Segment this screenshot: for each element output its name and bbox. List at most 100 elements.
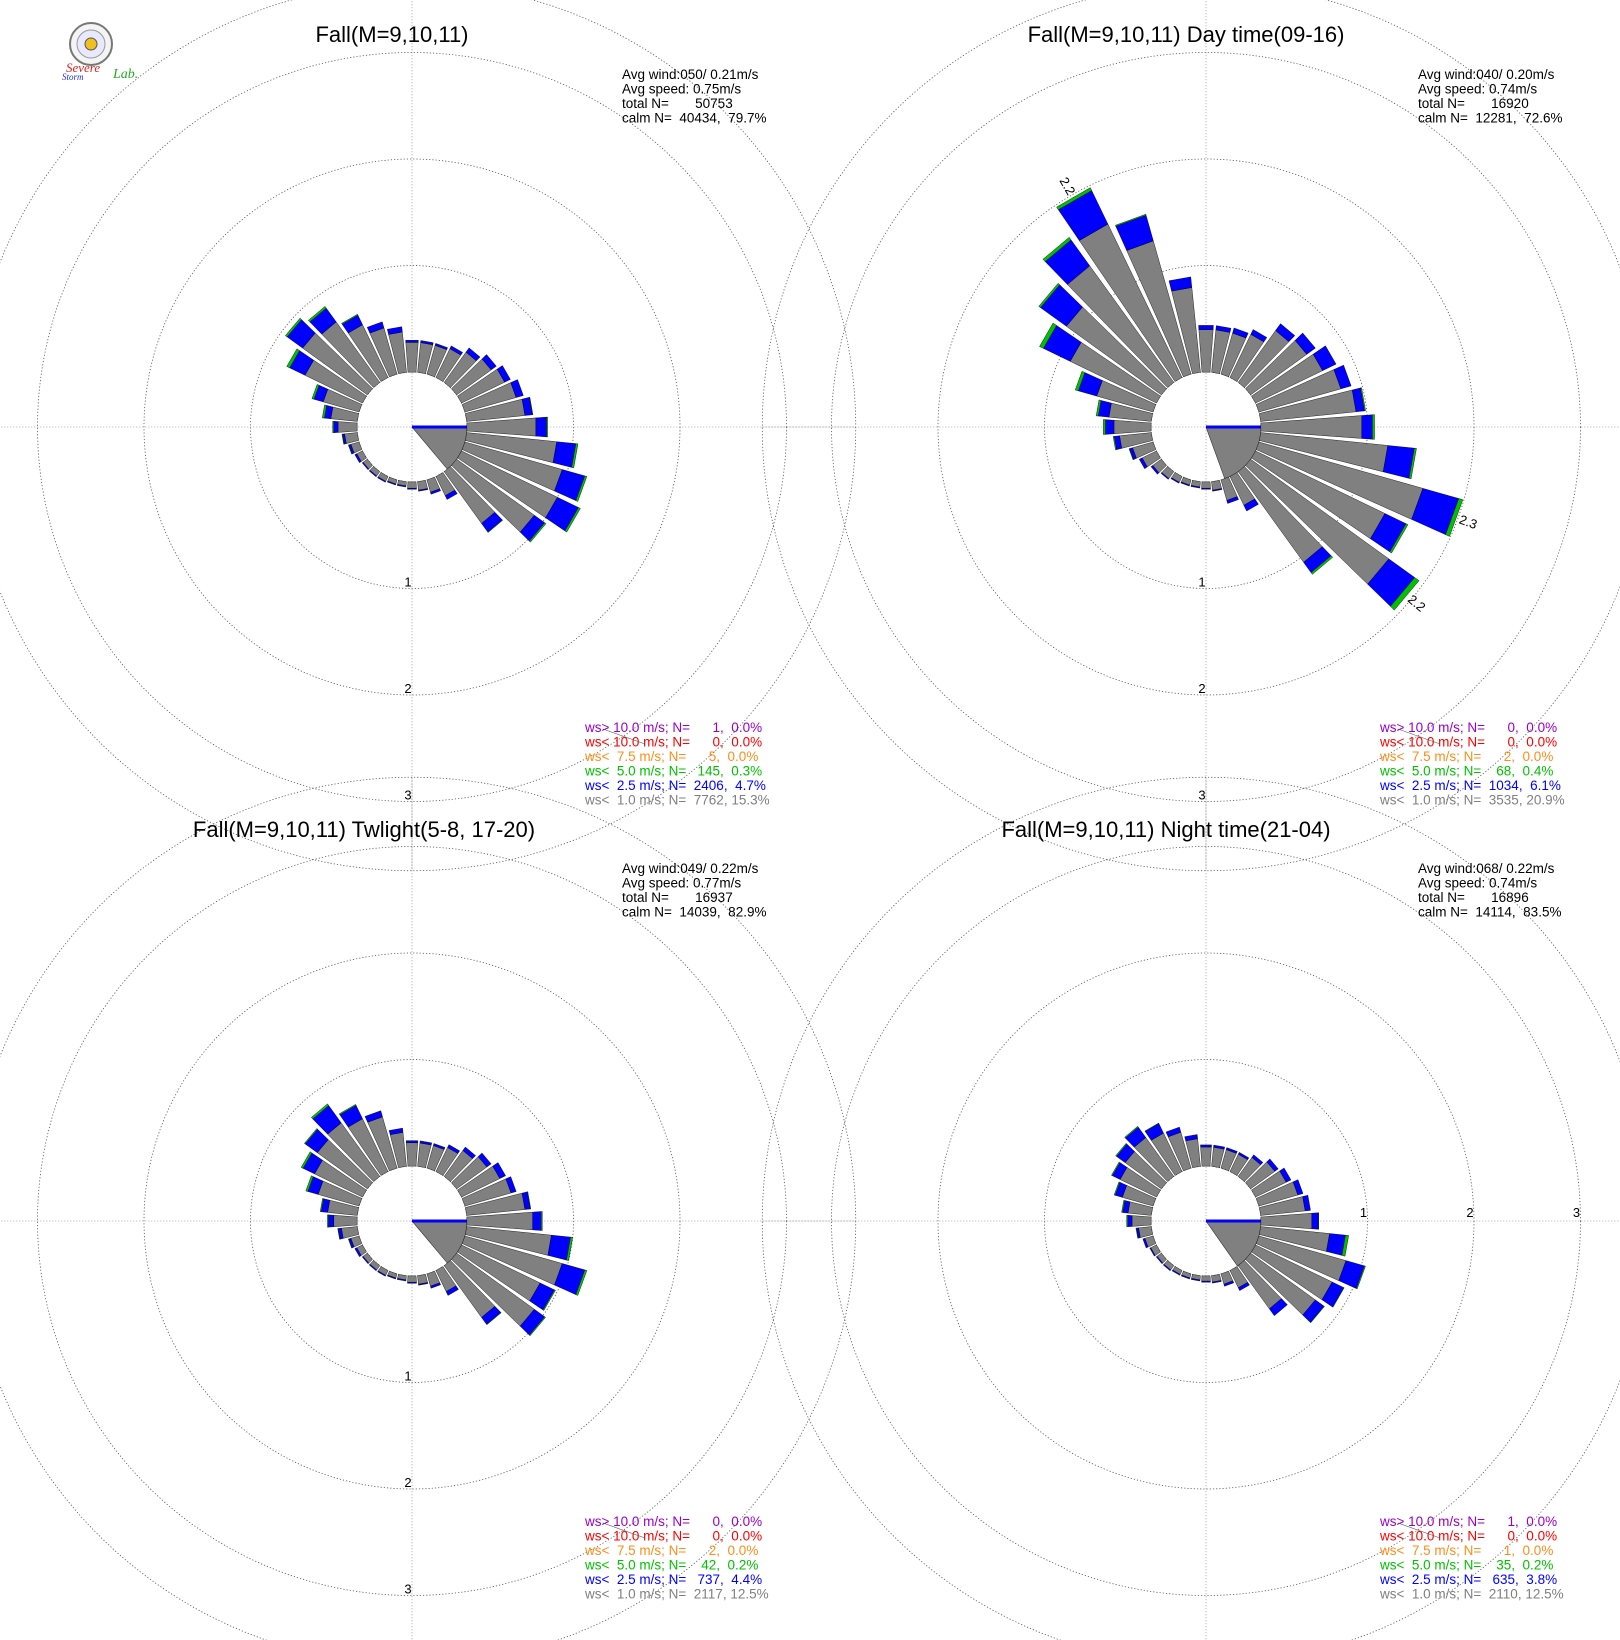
bar-segment-lt1 — [466, 417, 537, 437]
logo-word-lab: Lab. — [112, 67, 138, 82]
bar-segment-lt2_5 — [505, 1176, 517, 1194]
bar-segment-lt2_5 — [1213, 1144, 1225, 1150]
stat-line-2: Avg speed: 0.74m/s — [1418, 82, 1537, 97]
direction-bar-190 — [396, 480, 407, 488]
direction-bar-270 — [332, 420, 358, 434]
direction-bar-150 — [1229, 1266, 1250, 1291]
direction-bar-310 — [285, 317, 373, 396]
bar-segment-lt2_5 — [1160, 472, 1170, 480]
bar-segment-lt5 — [529, 1316, 546, 1337]
bar-segment-lt5 — [308, 306, 327, 323]
bar-segment-lt2_5 — [1170, 477, 1180, 484]
bar-segment-lt5 — [1408, 447, 1417, 480]
direction-bar-260 — [1112, 432, 1153, 451]
bar-segment-lt5 — [1389, 523, 1409, 554]
bar-segment-lt2_5 — [1361, 414, 1373, 440]
direction-bar-220 — [1162, 1260, 1175, 1272]
direction-bar-340 — [366, 321, 398, 378]
bar-segment-lt2_5 — [396, 1278, 407, 1282]
stat-line-3: total N= 50753 — [622, 96, 733, 111]
direction-bar-320 — [310, 1103, 381, 1182]
bar-value-label: 2.2 — [1405, 592, 1428, 615]
bar-segment-lt2_5 — [492, 1162, 506, 1179]
bar-segment-lt5 — [348, 444, 353, 455]
direction-bar-110 — [461, 1235, 588, 1296]
bar-segment-lt2_5 — [1201, 1280, 1211, 1283]
bar-segment-lt2_5 — [1250, 329, 1268, 343]
bar-segment-lt5 — [285, 317, 302, 338]
direction-bar-130 — [1245, 458, 1420, 611]
bar-segment-lt2_5 — [1243, 498, 1259, 512]
bar-segment-lt5 — [319, 1198, 324, 1212]
bar-segment-lt2_5 — [1155, 1256, 1164, 1265]
bar-segment-lt1 — [1113, 420, 1152, 434]
ring-label-3: 3 — [1573, 1205, 1580, 1220]
direction-bar-70 — [1255, 1179, 1304, 1207]
bar-segment-lt2_5 — [1292, 1179, 1304, 1196]
direction-bar-120 — [1251, 450, 1409, 554]
direction-bar-60 — [457, 1162, 506, 1198]
direction-bar-310 — [304, 1128, 373, 1190]
bar-segment-lt5 — [1355, 1265, 1366, 1290]
bar-segment-lt2_5 — [420, 340, 434, 345]
ring-1 — [250, 265, 574, 589]
direction-bar-60 — [1251, 1167, 1292, 1198]
bar-segment-lt2_5 — [1294, 332, 1316, 355]
direction-bar-300 — [300, 1151, 367, 1198]
bar-segment-lt2_5 — [386, 480, 397, 486]
direction-bar-160 — [426, 476, 441, 495]
bar-segment-lt2_5 — [1215, 325, 1232, 333]
bar-segment-lt2_5 — [445, 1285, 459, 1296]
direction-bar-260 — [337, 1226, 359, 1240]
direction-bar-290 — [311, 384, 363, 413]
direction-bar-170 — [1211, 1274, 1222, 1284]
bar-segment-lt2_5 — [430, 488, 441, 495]
direction-bar-350 — [387, 326, 407, 374]
direction-bar-20 — [1220, 327, 1249, 378]
ring-label-3: 3 — [404, 1582, 411, 1597]
bar-segment-lt5 — [1341, 1234, 1349, 1257]
direction-bar-70 — [461, 379, 524, 413]
direction-bar-0 — [1198, 325, 1214, 373]
bar-segment-lt2_5 — [386, 1274, 397, 1280]
bar-segment-lt2_5 — [377, 1270, 387, 1277]
direction-bar-150 — [435, 472, 458, 500]
bar-segment-lt2_5 — [1266, 1158, 1279, 1172]
bar-segment-lt5 — [1126, 1214, 1128, 1228]
legend-entry-1: ws> 10.0 m/s; N= 0, 0.0% — [584, 1514, 762, 1529]
legend-entry-1: ws> 10.0 m/s; N= 0, 0.0% — [1379, 720, 1557, 735]
bar-segment-lt1 — [407, 481, 417, 489]
bar-segment-lt5 — [341, 313, 359, 325]
direction-bar-280 — [322, 404, 359, 422]
direction-bar-90 — [466, 1211, 543, 1231]
bar-segment-lt2_5 — [447, 1144, 460, 1154]
direction-bar-200 — [386, 476, 398, 486]
bar-segment-lt5 — [1112, 436, 1117, 451]
bar-segment-lt5 — [1038, 282, 1060, 308]
bar-segment-lt5 — [566, 1236, 573, 1261]
direction-bar-270 — [1126, 1214, 1152, 1228]
bar-segment-lt1 — [405, 342, 419, 373]
bar-segment-lt5 — [1332, 1287, 1345, 1308]
bar-segment-lt5 — [1056, 187, 1092, 211]
direction-bar-350 — [1184, 1134, 1201, 1168]
direction-bar-250 — [1128, 441, 1157, 461]
bar-segment-lt1 — [333, 1215, 358, 1227]
direction-bar-230 — [1155, 1252, 1167, 1265]
bar-segment-lt2_5 — [1333, 364, 1352, 390]
legend-entry-1: ws> 10.0 m/s; N= 1, 0.0% — [584, 720, 762, 735]
stat-line-3: total N= 16920 — [1418, 96, 1529, 111]
bar-segment-lt5 — [1128, 448, 1134, 461]
bar-segment-lt1 — [344, 432, 359, 444]
bar-segment-lt2_5 — [368, 469, 377, 478]
bar-segment-lt2_5 — [364, 1110, 383, 1123]
direction-bar-100 — [465, 1226, 573, 1261]
legend-overlay-line — [1397, 1522, 1441, 1539]
bar-segment-lt2_5 — [407, 488, 417, 490]
bar-segment-lt2_5 — [434, 343, 448, 350]
direction-bar-280 — [319, 1198, 359, 1216]
bar-segment-lt2_5 — [465, 347, 481, 362]
legend-entry-2: ws< 10.0 m/s; N= 0, 0.0% — [1379, 735, 1557, 750]
bar-segment-lt2_5 — [333, 421, 339, 433]
